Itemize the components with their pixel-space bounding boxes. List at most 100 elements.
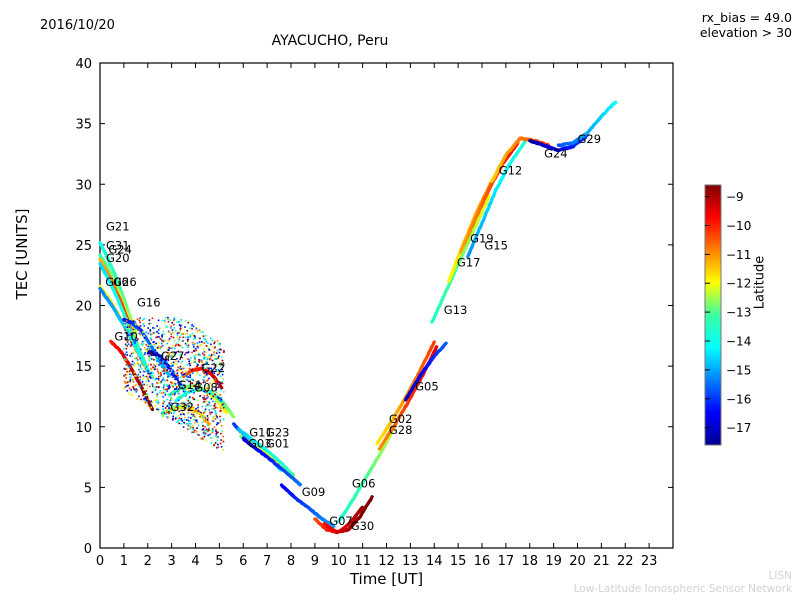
data-point: [156, 393, 159, 396]
data-point: [146, 393, 149, 395]
data-point: [180, 372, 183, 375]
data-point: [150, 349, 153, 352]
data-point: [208, 404, 211, 407]
data-point: [180, 396, 183, 399]
data-point: [196, 342, 199, 344]
data-point: [215, 363, 218, 366]
data-point: [172, 383, 175, 386]
data-point: [143, 400, 146, 403]
data-point: [139, 378, 142, 381]
data-point: [217, 446, 220, 449]
data-point: [181, 340, 184, 343]
data-point: [218, 406, 221, 409]
data-point: [192, 379, 195, 382]
data-point: [208, 433, 211, 436]
data-point: [205, 397, 208, 400]
data-point: [194, 337, 197, 340]
series-label: G06: [105, 275, 129, 289]
data-point: [180, 368, 183, 371]
data-point: [156, 346, 159, 349]
data-point: [125, 319, 128, 322]
series-segment: [443, 341, 448, 346]
data-point: [210, 397, 213, 400]
data-point: [132, 352, 135, 355]
data-point: [212, 407, 215, 410]
data-point: [136, 338, 139, 340]
series-label: G20: [106, 251, 130, 265]
data-point: [222, 435, 225, 438]
data-point: [199, 413, 202, 415]
data-point: [198, 329, 201, 332]
data-point: [131, 360, 134, 363]
data-point: [161, 344, 164, 347]
data-point: [185, 388, 188, 391]
data-point: [130, 339, 133, 342]
data-point: [184, 336, 187, 339]
data-point: [148, 375, 151, 378]
data-point: [129, 345, 132, 348]
data-point: [123, 367, 126, 370]
data-point: [132, 381, 135, 383]
data-point: [203, 395, 206, 397]
data-point: [146, 387, 149, 390]
data-point: [126, 336, 129, 339]
data-point: [197, 404, 199, 407]
data-point: [174, 376, 177, 379]
x-axis-label: Time [UT]: [349, 570, 424, 588]
data-point: [176, 372, 179, 375]
data-point: [195, 353, 197, 356]
data-point: [191, 351, 194, 354]
data-point: [215, 386, 218, 389]
data-point: [159, 337, 162, 340]
data-point: [189, 425, 192, 428]
data-point: [156, 409, 159, 412]
x-tick-label: 6: [239, 554, 247, 569]
data-point: [182, 333, 185, 336]
data-point: [137, 343, 140, 346]
data-point: [163, 362, 166, 365]
data-point: [203, 390, 205, 393]
data-point: [209, 349, 212, 351]
data-point: [137, 373, 140, 376]
data-point: [208, 429, 211, 432]
data-point: [222, 351, 225, 354]
data-point: [208, 426, 211, 429]
data-point: [136, 376, 139, 379]
data-point: [138, 324, 140, 327]
y-tick-label: 15: [75, 360, 92, 375]
data-point: [193, 355, 196, 358]
data-point: [124, 386, 127, 389]
data-point: [128, 387, 131, 390]
data-point: [156, 336, 159, 339]
data-point: [180, 422, 183, 425]
x-tick-label: 11: [354, 554, 371, 569]
data-point: [206, 417, 209, 419]
series-segment: [298, 482, 303, 487]
data-point: [202, 398, 205, 401]
data-point: [214, 428, 217, 431]
data-point: [164, 393, 167, 396]
data-point: [162, 399, 165, 402]
data-point: [221, 404, 224, 407]
data-point: [161, 340, 164, 343]
data-point: [175, 387, 178, 390]
data-point: [204, 334, 207, 337]
data-point: [160, 345, 163, 348]
data-point: [129, 379, 132, 381]
data-point: [126, 344, 129, 347]
data-point: [166, 383, 169, 386]
data-point: [172, 353, 175, 355]
x-tick-label: 18: [521, 554, 538, 569]
data-point: [204, 351, 207, 354]
data-point: [220, 445, 223, 448]
data-point: [162, 388, 165, 391]
data-point: [188, 359, 191, 362]
data-point: [206, 403, 209, 406]
data-point: [177, 368, 180, 371]
colorbar: [704, 184, 722, 446]
data-point: [135, 390, 138, 393]
data-point: [207, 356, 210, 358]
data-point: [213, 351, 216, 354]
data-point: [160, 366, 163, 369]
data-point: [220, 371, 223, 374]
